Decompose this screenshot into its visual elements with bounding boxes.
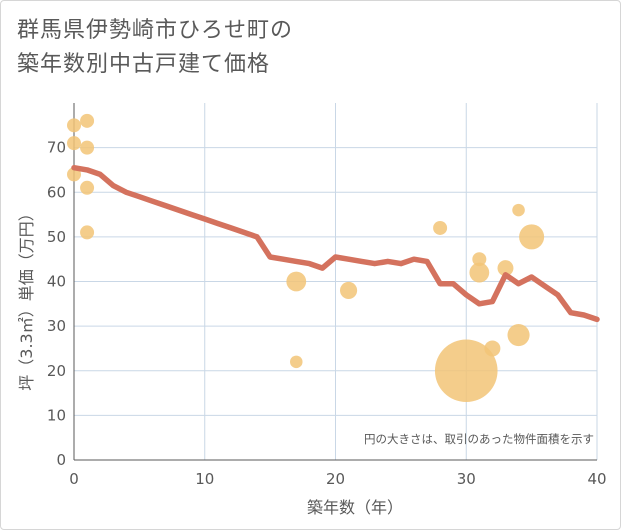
x-axis-label: 築年数（年） bbox=[307, 498, 403, 517]
x-tick-label-30: 30 bbox=[457, 470, 476, 488]
y-tick-label-30: 30 bbox=[47, 317, 66, 335]
chart-title: 群馬県伊勢崎市ひろせ町の 築年数別中古戸建て価格 bbox=[17, 14, 293, 82]
chart-title-line-2: 築年数別中古戸建て価格 bbox=[17, 52, 271, 77]
scatter-point-13 bbox=[469, 262, 490, 283]
grid-lines bbox=[74, 103, 598, 460]
y-tick-label-60: 60 bbox=[47, 183, 66, 201]
y-tick-label-20: 20 bbox=[47, 362, 66, 380]
scatter-point-10 bbox=[433, 220, 448, 235]
scatter-point-0 bbox=[67, 118, 81, 133]
scatter-point-12 bbox=[472, 252, 487, 267]
axes bbox=[73, 103, 597, 461]
y-tick-label-10: 10 bbox=[47, 406, 66, 424]
y-tick-labels: 0 10 20 30 40 50 60 70 bbox=[47, 139, 66, 469]
scatter-point-18 bbox=[519, 224, 545, 250]
scatter-point-15 bbox=[497, 260, 514, 277]
scatter-point-17 bbox=[507, 323, 530, 347]
x-tick-label-40: 40 bbox=[587, 470, 606, 488]
scatter-point-6 bbox=[80, 225, 95, 240]
scatter-point-8 bbox=[290, 355, 303, 369]
scatter-point-3 bbox=[80, 113, 95, 128]
scatter-point-16 bbox=[512, 203, 525, 217]
y-tick-label-50: 50 bbox=[47, 228, 66, 246]
trend-line bbox=[71, 164, 600, 323]
x-tick-labels: 0 10 20 30 40 bbox=[69, 470, 606, 488]
y-tick-label-0: 0 bbox=[56, 451, 66, 469]
scatter-point-5 bbox=[80, 180, 95, 195]
y-tick-label-70: 70 bbox=[47, 139, 66, 157]
size-note: 円の大きさは、取引のあった物件面積を示す bbox=[364, 432, 594, 446]
y-tick-label-40: 40 bbox=[47, 273, 66, 291]
scatter-point-9 bbox=[340, 281, 358, 299]
x-tick-label-0: 0 bbox=[69, 470, 79, 488]
scatter-point-4 bbox=[80, 140, 95, 155]
chart-title-line-1: 群馬県伊勢崎市ひろせ町の bbox=[17, 18, 294, 43]
scatter-point-7 bbox=[286, 271, 307, 292]
x-tick-label-10: 10 bbox=[195, 470, 214, 488]
scatter-point-11 bbox=[434, 339, 498, 403]
x-tick-label-20: 20 bbox=[326, 470, 345, 488]
scatter-point-14 bbox=[484, 340, 501, 357]
scatter-points bbox=[67, 113, 545, 403]
y-axis-label: 坪（3.3㎡）単価（万円） bbox=[17, 205, 36, 390]
scatter-point-1 bbox=[67, 136, 81, 151]
